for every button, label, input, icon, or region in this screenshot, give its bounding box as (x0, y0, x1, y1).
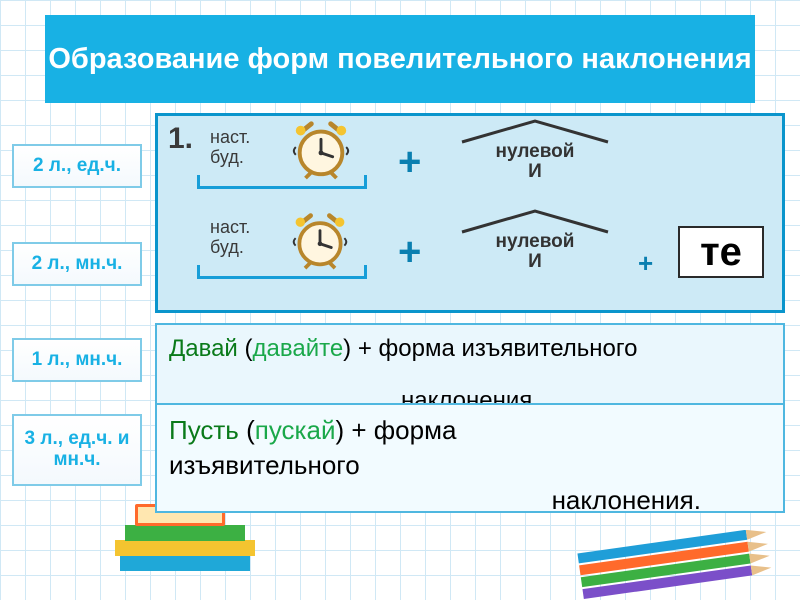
side-label-0: 2 л., ед.ч. (12, 144, 142, 188)
suffix-roof: нулевойИ (460, 208, 610, 234)
pust-line1: Пусть (пускай) + форма (169, 413, 771, 448)
keyword-puskai: пускай (255, 415, 336, 445)
te-suffix-box: те (678, 226, 764, 278)
side-label-2: 1 л., мн.ч. (12, 338, 142, 382)
pust-panel: Пусть (пускай) + форма изъявительного на… (155, 403, 785, 513)
plus-icon: + (398, 140, 421, 185)
keyword-davaite: давайте (253, 335, 344, 362)
pust-line3: наклонения. (169, 483, 771, 518)
row-number: 1. (168, 122, 193, 156)
keyword-pust: Пусть (169, 415, 239, 445)
suffix-roof: нулевойИ (460, 118, 610, 144)
davai-line1: Давай (давайте) + форма изъявительного (169, 333, 771, 365)
title-text: Образование форм повелительного наклонен… (48, 41, 751, 77)
side-label-3: 3 л., ед.ч. и мн.ч. (12, 414, 142, 486)
stem-label: наст.буд. (210, 218, 250, 258)
pencils-illustration (560, 530, 790, 605)
davai-rest: ) + форма изъявительного (343, 335, 637, 362)
side-label-1: 2 л., мн.ч. (12, 242, 142, 286)
plus-icon: + (638, 248, 653, 279)
stem-label: наст.буд. (210, 128, 250, 168)
suffix-roof-label: нулевойИ (460, 232, 610, 272)
plus-icon: + (398, 230, 421, 275)
keyword-davai: Давай (169, 335, 238, 362)
title-banner: Образование форм повелительного наклонен… (45, 15, 755, 103)
alarm-clock-icon (290, 118, 352, 180)
suffix-roof-label: нулевойИ (460, 142, 610, 182)
paren-open: ( (245, 335, 253, 362)
pust-line2: изъявительного (169, 448, 771, 483)
alarm-clock-icon (290, 210, 350, 270)
